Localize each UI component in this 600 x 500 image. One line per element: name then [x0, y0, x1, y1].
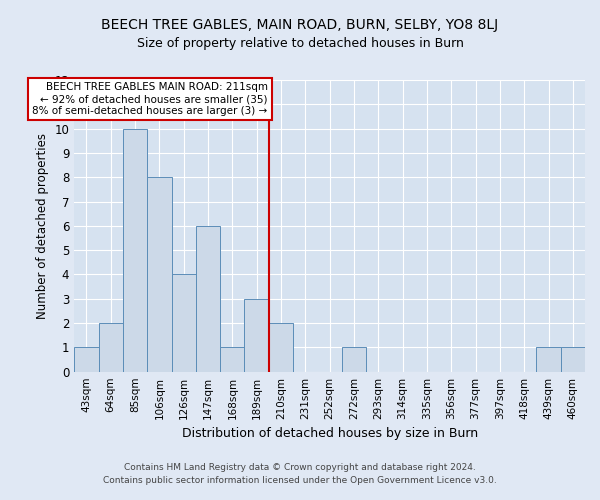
- Text: Contains public sector information licensed under the Open Government Licence v3: Contains public sector information licen…: [103, 476, 497, 485]
- Bar: [269, 323, 293, 372]
- Bar: [536, 348, 560, 372]
- Bar: [220, 348, 244, 372]
- Bar: [244, 299, 269, 372]
- Text: BEECH TREE GABLES MAIN ROAD: 211sqm
← 92% of detached houses are smaller (35)
8%: BEECH TREE GABLES MAIN ROAD: 211sqm ← 92…: [32, 82, 268, 116]
- Bar: [172, 274, 196, 372]
- X-axis label: Distribution of detached houses by size in Burn: Distribution of detached houses by size …: [182, 427, 478, 440]
- Text: Contains HM Land Registry data © Crown copyright and database right 2024.: Contains HM Land Registry data © Crown c…: [124, 464, 476, 472]
- Y-axis label: Number of detached properties: Number of detached properties: [36, 133, 49, 319]
- Bar: [123, 128, 147, 372]
- Text: BEECH TREE GABLES, MAIN ROAD, BURN, SELBY, YO8 8LJ: BEECH TREE GABLES, MAIN ROAD, BURN, SELB…: [101, 18, 499, 32]
- Bar: [342, 348, 366, 372]
- Bar: [196, 226, 220, 372]
- Text: Size of property relative to detached houses in Burn: Size of property relative to detached ho…: [137, 38, 463, 51]
- Bar: [560, 348, 585, 372]
- Bar: [74, 348, 98, 372]
- Bar: [98, 323, 123, 372]
- Bar: [147, 177, 172, 372]
